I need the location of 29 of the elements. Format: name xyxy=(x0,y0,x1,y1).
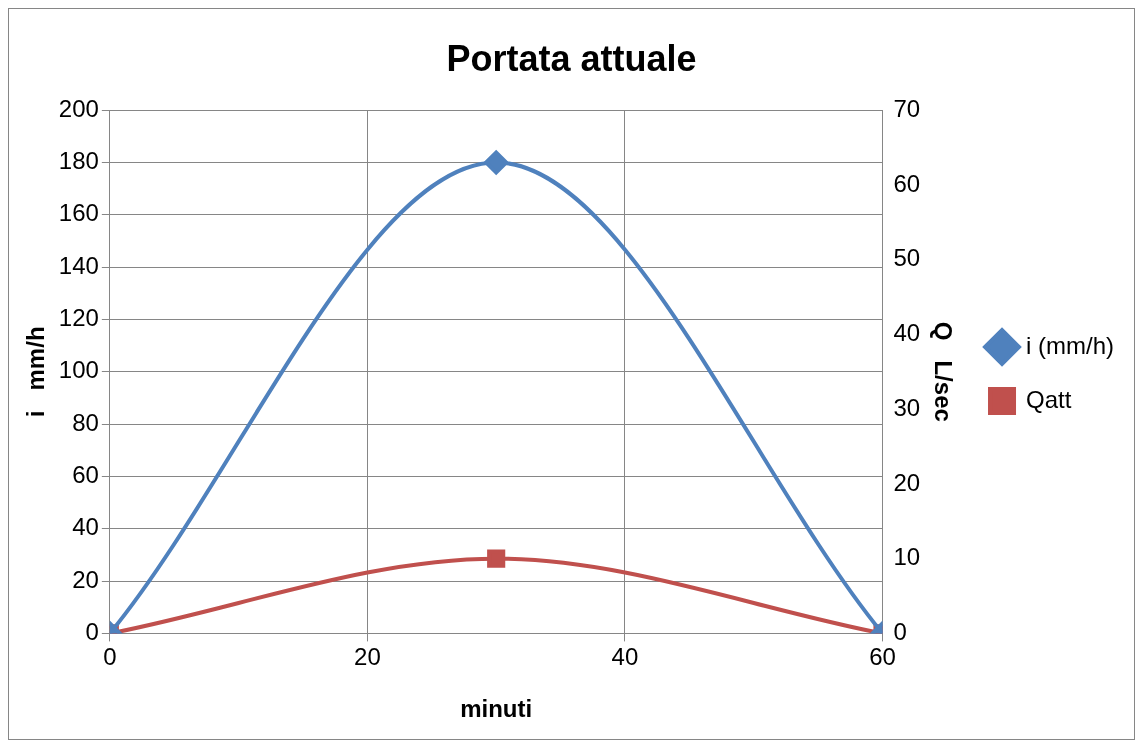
x-axis-title: minuti xyxy=(460,695,533,723)
y2-tick-label: 20 xyxy=(893,468,921,496)
y-tick-label: 140 xyxy=(58,251,99,279)
y-tick-label: 40 xyxy=(72,513,99,541)
chart-title: Portata attuale xyxy=(446,37,697,79)
x-tick-label: 0 xyxy=(103,643,117,671)
y2-tick-label: 0 xyxy=(893,618,907,646)
y2-tick-label: 40 xyxy=(893,319,921,347)
y-tick-label: 100 xyxy=(58,356,99,384)
y2-axis-title: Q L/sec xyxy=(929,321,957,422)
y-tick-label: 60 xyxy=(72,461,99,489)
y2-tick-label: 50 xyxy=(893,244,921,272)
y-tick-label: 200 xyxy=(58,94,99,122)
y2-tick-label: 70 xyxy=(893,94,921,122)
y2-tick-label: 30 xyxy=(893,393,921,421)
y-tick-label: 20 xyxy=(72,565,99,593)
x-tick-label: 20 xyxy=(354,643,381,671)
y-axis-title: i mm/h xyxy=(22,326,50,418)
y2-tick-label: 60 xyxy=(893,169,921,197)
x-tick-label: 40 xyxy=(611,643,639,671)
y-tick-label: 120 xyxy=(58,304,99,332)
x-tick-label: 60 xyxy=(869,643,896,671)
y2-tick-label: 10 xyxy=(893,543,921,571)
legend-label: i (mm/h) xyxy=(1026,331,1114,359)
legend-label: Qatt xyxy=(1026,385,1072,413)
y-tick-label: 180 xyxy=(58,147,99,175)
y-tick-label: 80 xyxy=(72,408,99,436)
y-tick-label: 160 xyxy=(58,199,99,227)
y-tick-label: 0 xyxy=(85,618,99,646)
